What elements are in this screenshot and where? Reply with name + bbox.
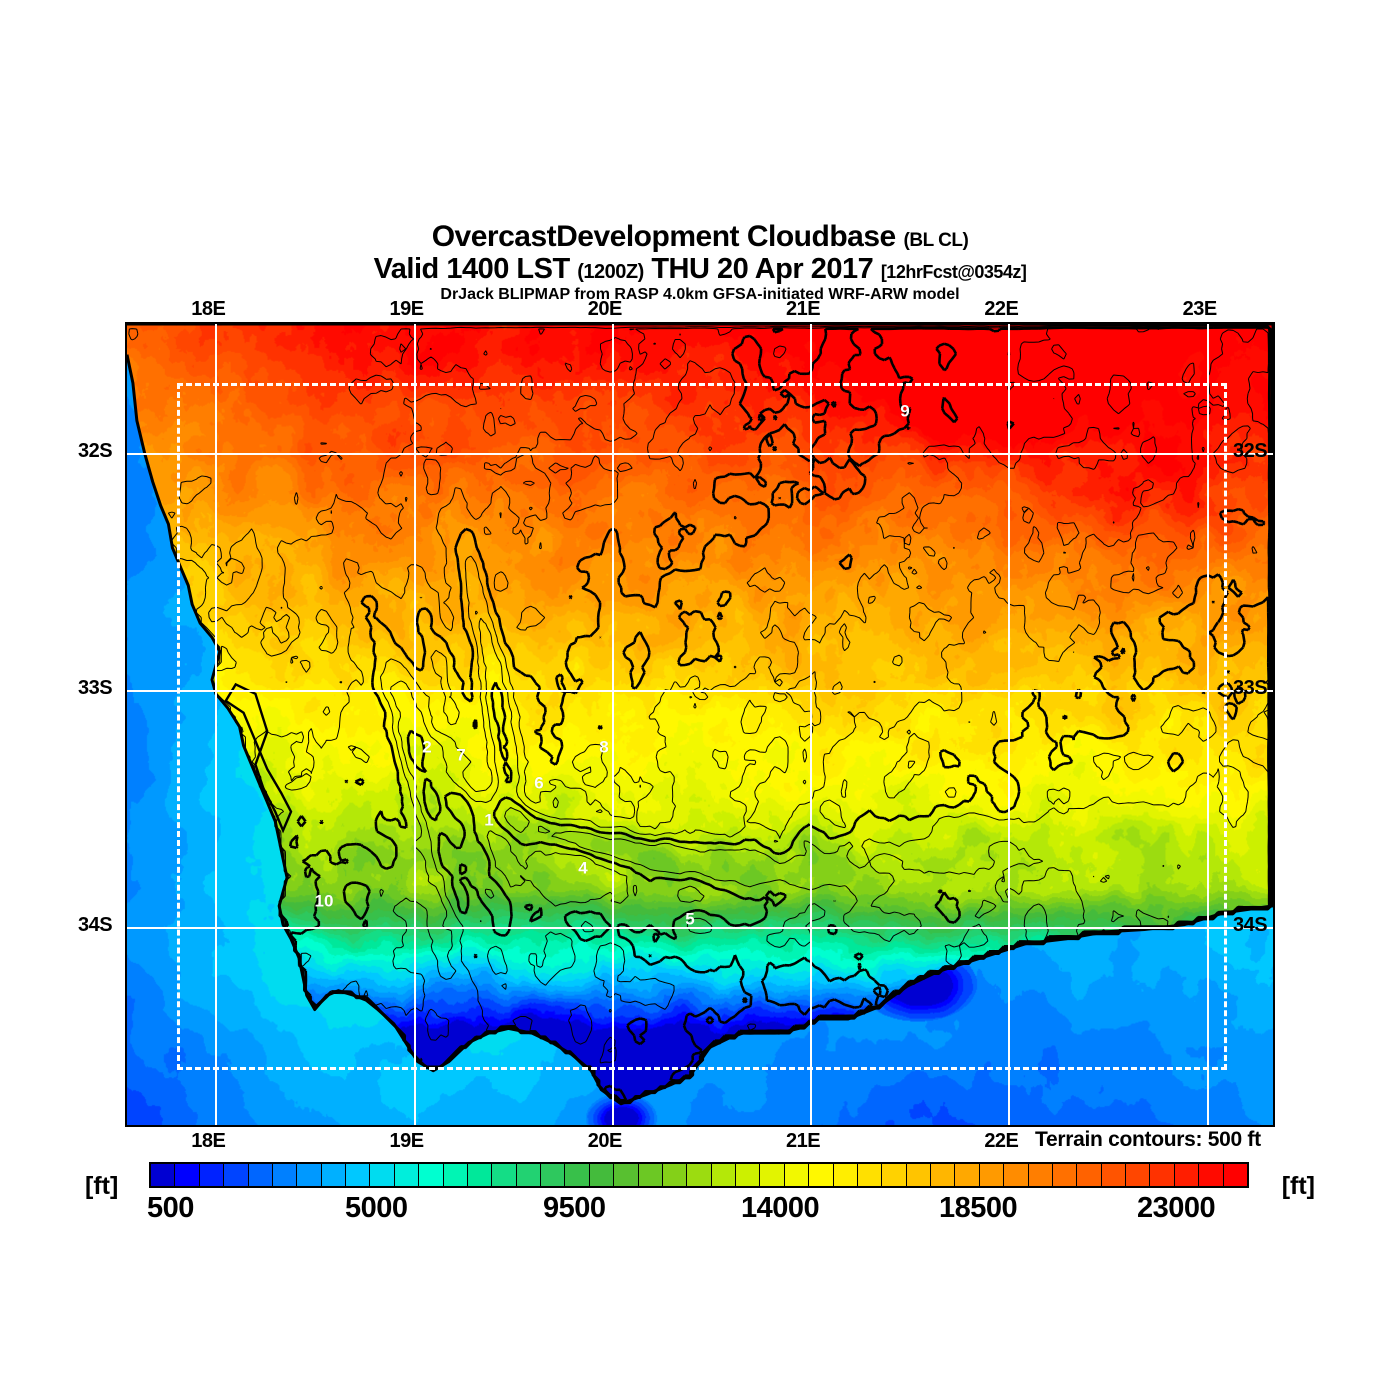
colorbar-segment [467,1164,493,1186]
colorbar-segment [516,1164,541,1186]
colorbar-segment [224,1164,249,1186]
colorbar-segment [589,1164,615,1186]
colorbar-segment [979,1164,1005,1186]
colorbar-segment [370,1164,395,1186]
colorbar-segment [882,1164,907,1186]
lat-label-right-33S: 33S [1233,676,1268,699]
colorbar-segment [297,1164,322,1186]
colorbar-tick-label: 9500 [543,1192,606,1224]
colorbar-units-right: [ft] [1281,1172,1315,1200]
colorbar-segment [1126,1164,1151,1186]
valid-time-line: Valid 1400 LST (1200Z) THU 20 Apr 2017 [… [0,254,1400,284]
colorbar-segment [443,1164,468,1186]
colorbar-segment [394,1164,420,1186]
colorbar-segment [906,1164,931,1186]
lon-label-top-23E: 23E [1182,298,1218,320]
lat-label-right-34S: 34S [1233,913,1268,936]
colorbar-segment [736,1164,761,1186]
colorbar-segment [1052,1164,1078,1186]
colorbar-tick-label: 23000 [1137,1192,1216,1224]
colorbar-tick-label: 500 [147,1192,194,1224]
colorbar-segment [541,1164,566,1186]
valid-prefix: Valid 1400 LST [373,253,571,285]
colorbar-tick-label: 14000 [741,1192,820,1224]
colorbar-tick-label: 18500 [939,1192,1018,1224]
title-main: OvercastDevelopment Cloudbase [431,220,897,253]
lon-label-top-20E: 20E [587,298,623,320]
colorbar-segment [809,1164,834,1186]
colorbar-segment [857,1164,883,1186]
colorbar-segment [760,1164,785,1186]
lon-label-bottom-20E: 20E [587,1130,623,1152]
forecast-tag: [12hrFcst@0354z] [880,262,1027,282]
colorbar-segment [565,1164,590,1186]
colorbar-segment [151,1164,176,1186]
lon-label-bottom-22E: 22E [984,1130,1019,1152]
colorbar-segment [931,1164,956,1186]
colorbar-segment [1028,1164,1053,1186]
colorbar-segment [272,1164,298,1186]
colorbar-segment [199,1164,225,1186]
lon-label-top-19E: 19E [389,298,425,320]
lat-label-right-32S: 32S [1233,440,1268,463]
lon-label-top-18E: 18E [191,298,226,320]
valid-zulu: (1200Z) [577,261,644,283]
lon-label-bottom-18E: 18E [191,1130,226,1152]
lat-label-left-32S: 32S [78,440,113,463]
lon-label-bottom-21E: 21E [786,1130,821,1152]
colorbar-tick-label: 5000 [345,1192,408,1224]
title-main-suffix: (BL CL) [903,230,969,251]
colorbar-segment [1101,1164,1126,1186]
colorbar-segment [346,1164,371,1186]
terrain-contour-note: Terrain contours: 500 ft [1035,1128,1261,1151]
colorbar-segment [614,1164,639,1186]
page-title: OvercastDevelopment Cloudbase (BL CL) [0,222,1400,252]
model-source-line: DrJack BLIPMAP from RASP 4.0km GFSA-init… [440,286,960,304]
lon-label-bottom-19E: 19E [389,1130,425,1152]
colorbar-segment [1077,1164,1102,1186]
colorbar-legend: [ft] [ft] 500 5000 9500 14000 18500 23000 [85,1158,1315,1233]
colorbar-segment [1199,1164,1224,1186]
colorbar-segment [711,1164,736,1186]
inner-domain-box [176,383,1228,1070]
lon-label-top-22E: 22E [984,298,1019,320]
valid-date: THU 20 Apr 2017 [651,253,874,285]
colorbar-segment [175,1164,200,1186]
colorbar-segment [687,1164,712,1186]
colorbar-segment [833,1164,858,1186]
colorbar-segment [419,1164,444,1186]
lat-label-left-34S: 34S [78,913,113,936]
colorbar-swatches[interactable] [149,1162,1249,1188]
colorbar-segment [321,1164,346,1186]
colorbar-segment [1223,1164,1247,1186]
colorbar-segment [1174,1164,1200,1186]
colorbar-segment [784,1164,810,1186]
colorbar-segment [955,1164,980,1186]
colorbar-segment [638,1164,663,1186]
colorbar-units-left: [ft] [85,1172,119,1200]
colorbar-segment [662,1164,688,1186]
colorbar-segment [248,1164,273,1186]
title-block: OvercastDevelopment Cloudbase (BL CL) Va… [0,222,1400,304]
colorbar-segment [1004,1164,1029,1186]
lon-label-top-21E: 21E [786,298,821,320]
colorbar-segment [1150,1164,1175,1186]
map-frame[interactable]: 9 2 7 8 6 1 4 10 5 [125,322,1275,1127]
lat-label-left-33S: 33S [78,676,113,699]
colorbar-segment [492,1164,517,1186]
